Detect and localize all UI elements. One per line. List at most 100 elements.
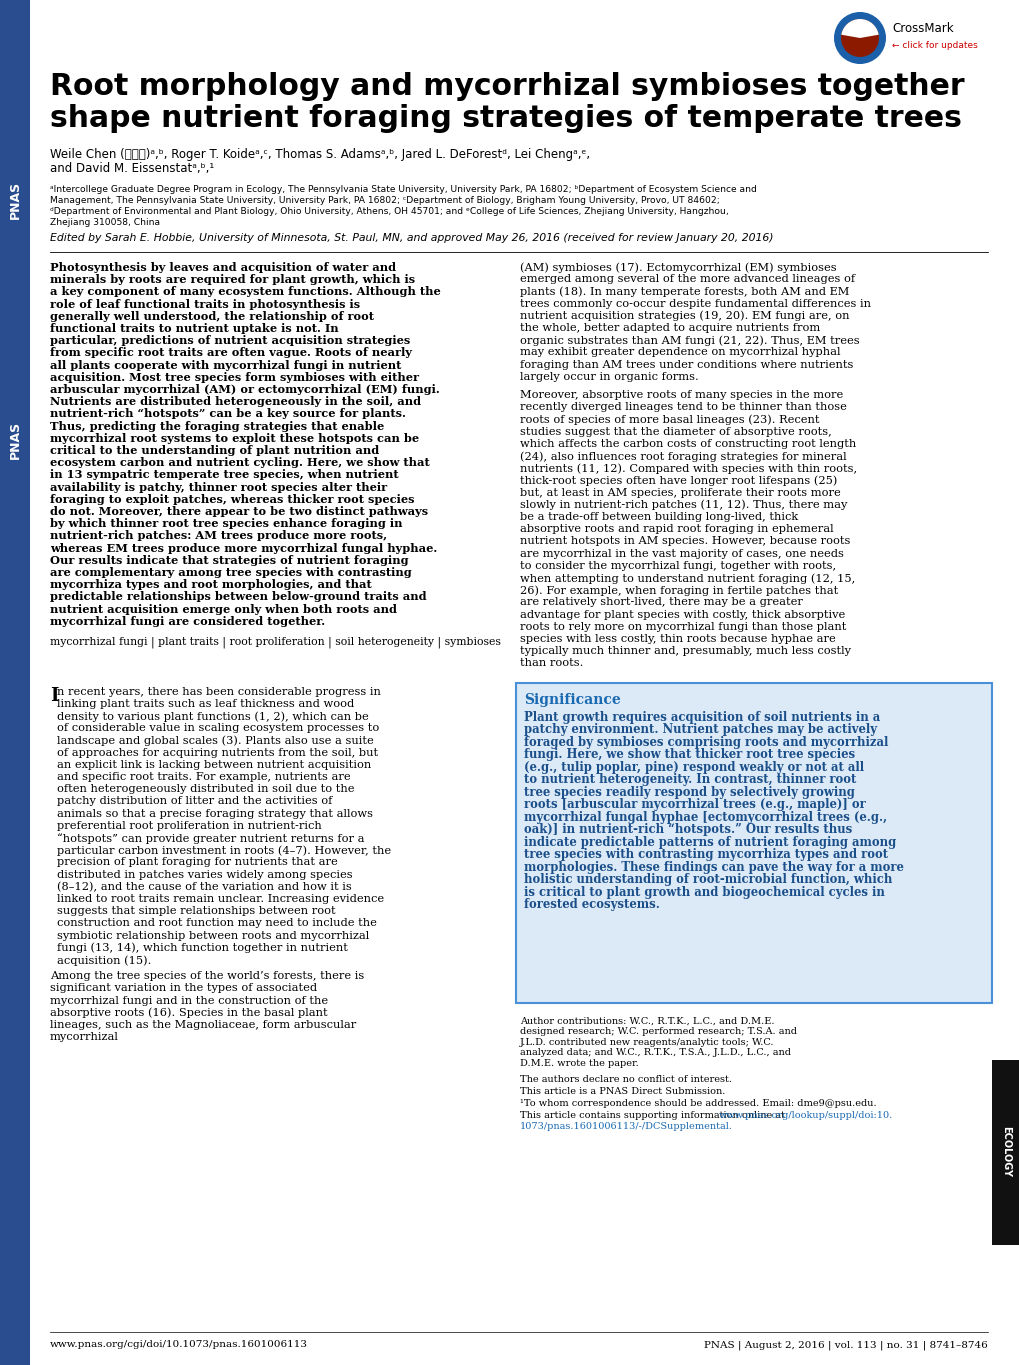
Text: roots [arbuscular mycorrhizal trees (e.g., maple)] or: roots [arbuscular mycorrhizal trees (e.g… (524, 799, 865, 811)
Text: role of leaf functional traits in photosynthesis is: role of leaf functional traits in photos… (50, 299, 360, 310)
Text: density to various plant functions (1, 2), which can be: density to various plant functions (1, 2… (57, 711, 369, 722)
Text: fungi (13, 14), which function together in nutrient: fungi (13, 14), which function together … (57, 943, 347, 953)
Text: absorptive roots and rapid root foraging in ephemeral: absorptive roots and rapid root foraging… (520, 524, 833, 534)
Text: slowly in nutrient-rich patches (11, 12). Thus, there may: slowly in nutrient-rich patches (11, 12)… (520, 500, 847, 511)
FancyBboxPatch shape (516, 682, 991, 1003)
Text: and David M. Eissenstatᵃ,ᵇ,¹: and David M. Eissenstatᵃ,ᵇ,¹ (50, 162, 214, 175)
Text: ᵈDepartment of Environmental and Plant Biology, Ohio University, Athens, OH 4570: ᵈDepartment of Environmental and Plant B… (50, 207, 728, 216)
Text: be a trade-off between building long-lived, thick: be a trade-off between building long-liv… (520, 512, 797, 521)
Text: nutrient-rich “hotspots” can be a key source for plants.: nutrient-rich “hotspots” can be a key so… (50, 408, 406, 419)
Text: indicate predictable patterns of nutrient foraging among: indicate predictable patterns of nutrien… (524, 835, 896, 849)
Text: studies suggest that the diameter of absorptive roots,: studies suggest that the diameter of abs… (520, 427, 830, 437)
Text: a key component of many ecosystem functions. Although the: a key component of many ecosystem functi… (50, 287, 440, 298)
Text: to nutrient heterogeneity. In contrast, thinner root: to nutrient heterogeneity. In contrast, … (524, 773, 856, 786)
Text: (e.g., tulip poplar, pine) respond weakly or not at all: (e.g., tulip poplar, pine) respond weakl… (524, 760, 863, 774)
Text: from specific root traits are often vague. Roots of nearly: from specific root traits are often vagu… (50, 348, 412, 359)
Text: J.L.D. contributed new reagents/analytic tools; W.C.: J.L.D. contributed new reagents/analytic… (520, 1037, 773, 1047)
Text: may exhibit greater dependence on mycorrhizal hyphal: may exhibit greater dependence on mycorr… (520, 348, 840, 358)
Text: an explicit link is lacking between nutrient acquisition: an explicit link is lacking between nutr… (57, 760, 371, 770)
Text: Photosynthesis by leaves and acquisition of water and: Photosynthesis by leaves and acquisition… (50, 262, 395, 273)
Text: This article is a PNAS Direct Submission.: This article is a PNAS Direct Submission… (520, 1087, 725, 1096)
Text: ecosystem carbon and nutrient cycling. Here, we show that: ecosystem carbon and nutrient cycling. H… (50, 457, 429, 468)
Text: ¹To whom correspondence should be addressed. Email: dme9@psu.edu.: ¹To whom correspondence should be addres… (520, 1099, 875, 1108)
Circle shape (834, 12, 886, 64)
Text: precision of plant foraging for nutrients that are: precision of plant foraging for nutrient… (57, 857, 337, 867)
Text: Weile Chen (陈伟乐)ᵃ,ᵇ, Roger T. Koideᵃ,ᶜ, Thomas S. Adamsᵃ,ᵇ, Jared L. DeForestᵈ, : Weile Chen (陈伟乐)ᵃ,ᵇ, Roger T. Koideᵃ,ᶜ, … (50, 147, 590, 161)
Text: foraging to exploit patches, whereas thicker root species: foraging to exploit patches, whereas thi… (50, 494, 414, 505)
Text: Moreover, absorptive roots of many species in the more: Moreover, absorptive roots of many speci… (520, 390, 843, 400)
Text: nutrient-rich patches: AM trees produce more roots,: nutrient-rich patches: AM trees produce … (50, 531, 387, 542)
Text: PNAS: PNAS (8, 182, 21, 218)
Text: of considerable value in scaling ecosystem processes to: of considerable value in scaling ecosyst… (57, 723, 379, 733)
Text: distributed in patches varies widely among species: distributed in patches varies widely amo… (57, 870, 353, 879)
Text: mycorrhizal fungi | plant traits | root proliferation | soil heterogeneity | sym: mycorrhizal fungi | plant traits | root … (50, 636, 500, 647)
Text: CrossMark: CrossMark (892, 22, 953, 34)
Text: arbuscular mycorrhizal (AM) or ectomycorrhizal (EM) fungi.: arbuscular mycorrhizal (AM) or ectomycor… (50, 384, 439, 394)
Text: Plant growth requires acquisition of soil nutrients in a: Plant growth requires acquisition of soi… (524, 711, 879, 723)
Text: advantage for plant species with costly, thick absorptive: advantage for plant species with costly,… (520, 610, 845, 620)
Text: www.pnas.org/cgi/doi/10.1073/pnas.1601006113: www.pnas.org/cgi/doi/10.1073/pnas.160100… (50, 1340, 308, 1349)
Text: This article contains supporting information online at: This article contains supporting informa… (520, 1111, 788, 1121)
Text: than roots.: than roots. (520, 658, 583, 669)
Text: but, at least in AM species, proliferate their roots more: but, at least in AM species, proliferate… (520, 487, 840, 498)
Text: Edited by Sarah E. Hobbie, University of Minnesota, St. Paul, MN, and approved M: Edited by Sarah E. Hobbie, University of… (50, 233, 772, 243)
Text: by which thinner root tree species enhance foraging in: by which thinner root tree species enhan… (50, 519, 403, 530)
Text: Zhejiang 310058, China: Zhejiang 310058, China (50, 218, 160, 227)
Text: when attempting to understand nutrient foraging (12, 15,: when attempting to understand nutrient f… (520, 573, 854, 584)
Text: ECOLOGY: ECOLOGY (1000, 1126, 1010, 1178)
Text: nutrient acquisition strategies (19, 20). EM fungi are, on: nutrient acquisition strategies (19, 20)… (520, 311, 849, 321)
Text: “hotspots” can provide greater nutrient returns for a: “hotspots” can provide greater nutrient … (57, 833, 364, 844)
Text: Nutrients are distributed heterogeneously in the soil, and: Nutrients are distributed heterogeneousl… (50, 396, 421, 407)
Text: Our results indicate that strategies of nutrient foraging: Our results indicate that strategies of … (50, 554, 409, 566)
Text: patchy distribution of litter and the activities of: patchy distribution of litter and the ac… (57, 796, 332, 807)
Text: often heterogeneously distributed in soil due to the: often heterogeneously distributed in soi… (57, 785, 355, 794)
Text: suggests that simple relationships between root: suggests that simple relationships betwe… (57, 906, 335, 916)
Text: and specific root traits. For example, nutrients are: and specific root traits. For example, n… (57, 773, 351, 782)
Text: (8–12), and the cause of the variation and how it is: (8–12), and the cause of the variation a… (57, 882, 352, 893)
Text: emerged among several of the more advanced lineages of: emerged among several of the more advanc… (520, 274, 854, 284)
Text: Downloaded by guest on September 26, 2021: Downloaded by guest on September 26, 202… (6, 969, 12, 1130)
Text: critical to the understanding of plant nutrition and: critical to the understanding of plant n… (50, 445, 379, 456)
Text: Thus, predicting the foraging strategies that enable: Thus, predicting the foraging strategies… (50, 420, 384, 431)
Text: shape nutrient foraging strategies of temperate trees: shape nutrient foraging strategies of te… (50, 104, 961, 132)
Text: plants (18). In many temperate forests, both AM and EM: plants (18). In many temperate forests, … (520, 287, 849, 298)
Text: mycorrhizal fungi are considered together.: mycorrhizal fungi are considered togethe… (50, 616, 325, 627)
Text: which affects the carbon costs of constructing root length: which affects the carbon costs of constr… (520, 438, 855, 449)
Text: patchy environment. Nutrient patches may be actively: patchy environment. Nutrient patches may… (524, 723, 876, 736)
Text: mycorrhizal fungal hyphae [ectomycorrhizal trees (e.g.,: mycorrhizal fungal hyphae [ectomycorrhiz… (524, 811, 887, 823)
Text: thick-root species often have longer root lifespans (25): thick-root species often have longer roo… (520, 475, 837, 486)
Bar (991, 1061, 1019, 1245)
Text: of approaches for acquiring nutrients from the soil, but: of approaches for acquiring nutrients fr… (57, 748, 378, 758)
Text: to consider the mycorrhizal fungi, together with roots,: to consider the mycorrhizal fungi, toget… (520, 561, 836, 571)
Text: recently diverged lineages tend to be thinner than those: recently diverged lineages tend to be th… (520, 403, 846, 412)
Text: are complementary among tree species with contrasting: are complementary among tree species wit… (50, 566, 412, 577)
Text: (AM) symbioses (17). Ectomycorrhizal (EM) symbioses: (AM) symbioses (17). Ectomycorrhizal (EM… (520, 262, 836, 273)
Text: PNAS | August 2, 2016 | vol. 113 | no. 31 | 8741–8746: PNAS | August 2, 2016 | vol. 113 | no. 3… (703, 1340, 987, 1350)
Text: is critical to plant growth and biogeochemical cycles in: is critical to plant growth and biogeoch… (524, 886, 884, 898)
Text: nutrient acquisition emerge only when both roots and: nutrient acquisition emerge only when bo… (50, 603, 396, 614)
Text: mycorrhizal: mycorrhizal (50, 1032, 119, 1043)
Text: landscape and global scales (3). Plants also use a suite: landscape and global scales (3). Plants … (57, 736, 373, 745)
Text: are relatively short-lived, there may be a greater: are relatively short-lived, there may be… (520, 598, 802, 607)
Text: www.pnas.org/lookup/suppl/doi:10.: www.pnas.org/lookup/suppl/doi:10. (718, 1111, 893, 1121)
Text: I: I (50, 687, 58, 704)
Text: absorptive roots (16). Species in the basal plant: absorptive roots (16). Species in the ba… (50, 1007, 327, 1018)
Text: holistic understanding of root-microbial function, which: holistic understanding of root-microbial… (524, 874, 892, 886)
Text: all plants cooperate with mycorrhizal fungi in nutrient: all plants cooperate with mycorrhizal fu… (50, 359, 401, 371)
Text: tree species with contrasting mycorrhiza types and root: tree species with contrasting mycorrhiza… (524, 848, 888, 861)
Text: fungi. Here, we show that thicker root tree species: fungi. Here, we show that thicker root t… (524, 748, 854, 762)
Text: generally well understood, the relationship of root: generally well understood, the relations… (50, 311, 374, 322)
Text: (24), also influences root foraging strategies for mineral: (24), also influences root foraging stra… (520, 450, 846, 461)
Text: D.M.E. wrote the paper.: D.M.E. wrote the paper. (520, 1059, 638, 1067)
Text: oak)] in nutrient-rich “hotspots.” Our results thus: oak)] in nutrient-rich “hotspots.” Our r… (524, 823, 852, 837)
Text: are mycorrhizal in the vast majority of cases, one needs: are mycorrhizal in the vast majority of … (520, 549, 843, 558)
Text: analyzed data; and W.C., R.T.K., T.S.A., J.L.D., L.C., and: analyzed data; and W.C., R.T.K., T.S.A.,… (520, 1048, 790, 1057)
Text: morphologies. These findings can pave the way for a more: morphologies. These findings can pave th… (524, 860, 903, 874)
Text: Author contributions: W.C., R.T.K., L.C., and D.M.E.: Author contributions: W.C., R.T.K., L.C.… (520, 1017, 773, 1025)
Text: roots to rely more on mycorrhizal fungi than those plant: roots to rely more on mycorrhizal fungi … (520, 622, 846, 632)
Circle shape (841, 19, 878, 57)
Text: preferential root proliferation in nutrient-rich: preferential root proliferation in nutri… (57, 820, 321, 831)
Text: the whole, better adapted to acquire nutrients from: the whole, better adapted to acquire nut… (520, 324, 819, 333)
Text: construction and root function may need to include the: construction and root function may need … (57, 919, 376, 928)
Text: acquisition. Most tree species form symbioses with either: acquisition. Most tree species form symb… (50, 371, 419, 382)
